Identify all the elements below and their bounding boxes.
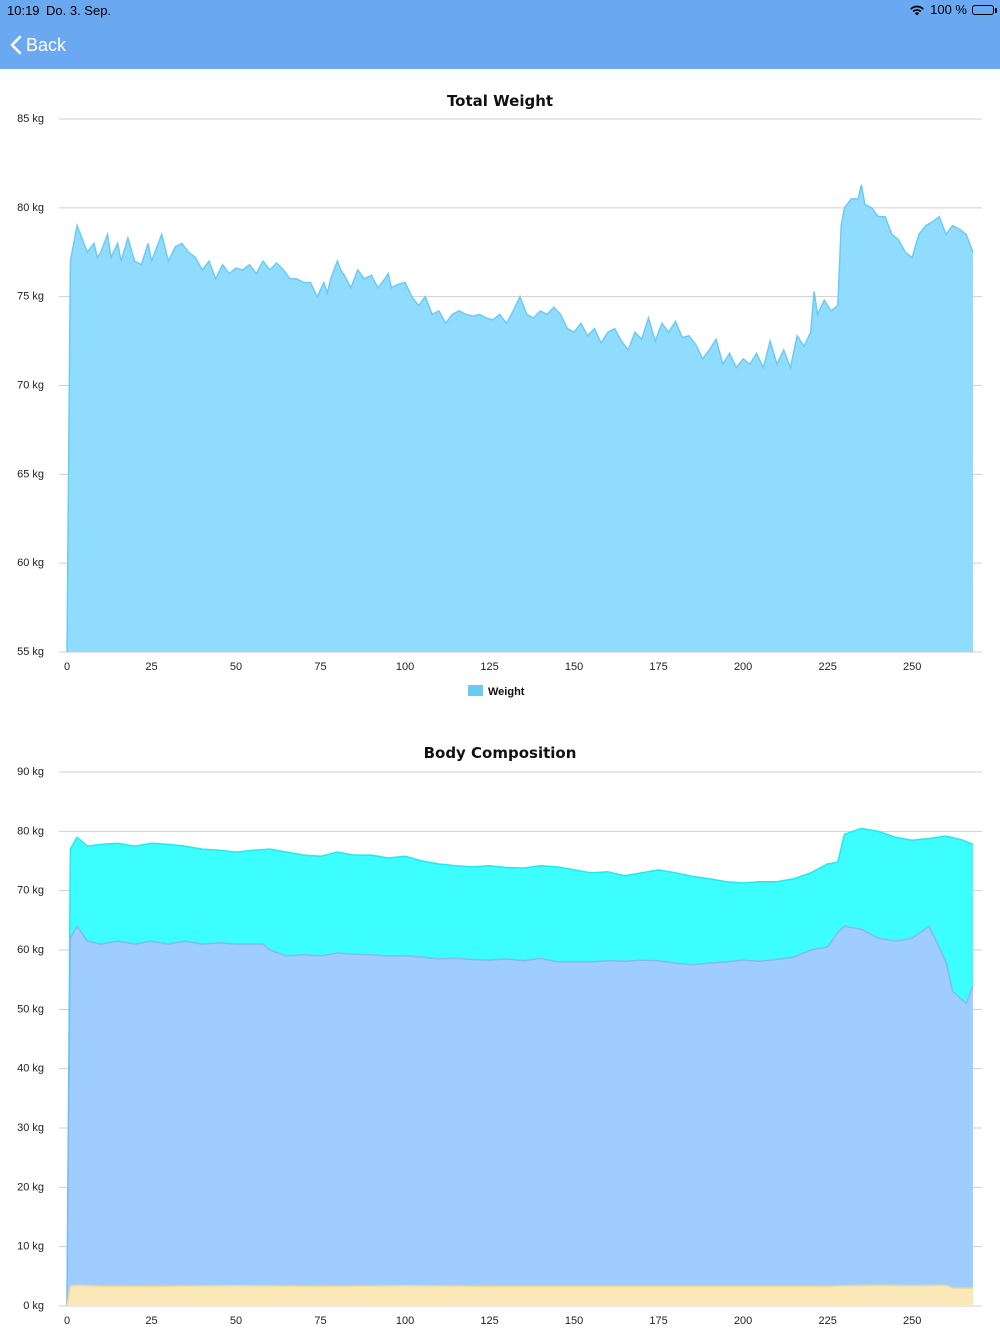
y-tick-label: 60 kg <box>17 557 44 569</box>
x-tick-label: 25 <box>145 1315 157 1327</box>
series-line-0 <box>66 184 974 653</box>
x-tick-label: 75 <box>314 1315 326 1327</box>
x-tick-label: 50 <box>230 1315 242 1327</box>
status-bar: 10:19 Do. 3. Sep. 100 % <box>0 0 1000 20</box>
legend-label: Weight <box>488 686 525 698</box>
x-tick-label: 200 <box>734 661 752 673</box>
body-composition-chart: Body Composition 0 kg 10 kg 20 kg 30 kg 40 kg… <box>17 744 982 1327</box>
x-tick-label: 250 <box>903 661 921 673</box>
x-tick-label: 150 <box>565 661 583 673</box>
y-tick-label: 50 kg <box>17 1003 44 1015</box>
total-weight-chart: Total Weight 55 kg 60 kg 65 kg 70 kg 75 kg 80 … <box>17 92 982 698</box>
x-tick-label: 50 <box>230 661 242 673</box>
x-tick-label: 125 <box>480 1315 498 1327</box>
series-area-0 <box>67 184 973 652</box>
y-tick-label: 0 kg <box>23 1300 44 1312</box>
x-tick-label: 150 <box>565 1315 583 1327</box>
y-tick-label: 30 kg <box>17 1122 44 1134</box>
chevron-left-icon <box>10 35 22 55</box>
y-tick-label: 90 kg <box>17 766 44 778</box>
x-tick-label: 225 <box>818 661 836 673</box>
y-tick-label: 80 kg <box>17 825 44 837</box>
legend-swatch <box>468 685 483 696</box>
chart-title: Total Weight <box>447 92 553 110</box>
x-tick-label: 100 <box>396 661 414 673</box>
y-tick-label: 75 kg <box>17 291 44 303</box>
y-tick-label: 85 kg <box>17 113 44 125</box>
wifi-icon <box>910 5 924 15</box>
x-tick-label: 175 <box>649 661 667 673</box>
x-tick-label: 100 <box>396 1315 414 1327</box>
series-line-2 <box>66 1284 973 1307</box>
y-tick-label: 80 kg <box>17 202 44 214</box>
x-tick-label: 0 <box>64 1315 70 1327</box>
chart-title: Body Composition <box>424 744 577 762</box>
x-tick-label: 125 <box>480 661 498 673</box>
series-area-2 <box>67 1285 973 1306</box>
back-button[interactable]: Back <box>10 30 66 60</box>
navigation-bar: 10:19 Do. 3. Sep. 100 % Back <box>0 0 1000 69</box>
x-tick-label: 25 <box>145 661 157 673</box>
y-tick-label: 40 kg <box>17 1063 44 1075</box>
battery-percentage: 100 % <box>930 2 967 17</box>
x-tick-label: 75 <box>314 661 326 673</box>
x-tick-label: 225 <box>818 1315 836 1327</box>
series-line-0 <box>66 827 974 1307</box>
series-area-1 <box>67 926 973 1306</box>
battery-icon <box>972 4 997 15</box>
y-tick-label: 65 kg <box>17 468 44 480</box>
x-tick-label: 250 <box>903 1315 921 1327</box>
y-tick-label: 55 kg <box>17 646 44 658</box>
back-label: Back <box>26 34 67 55</box>
status-right: 100 % <box>909 2 997 17</box>
x-tick-label: 0 <box>64 661 70 673</box>
y-tick-label: 70 kg <box>17 885 44 897</box>
status-date: Do. 3. Sep. <box>46 3 112 18</box>
series-line-1 <box>66 924 974 1307</box>
y-tick-label: 10 kg <box>17 1241 44 1253</box>
x-tick-label: 175 <box>649 1315 667 1327</box>
y-tick-label: 70 kg <box>17 380 44 392</box>
y-tick-label: 60 kg <box>17 944 44 956</box>
status-time: 10:19 <box>7 3 40 18</box>
y-tick-label: 20 kg <box>17 1181 44 1193</box>
x-tick-label: 200 <box>734 1315 752 1327</box>
